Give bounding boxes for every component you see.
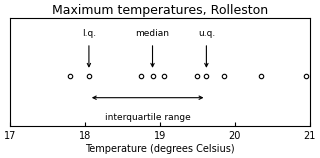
Text: l.q.: l.q.: [82, 29, 96, 38]
Title: Maximum temperatures, Rolleston: Maximum temperatures, Rolleston: [52, 4, 268, 17]
Text: u.q.: u.q.: [198, 29, 215, 38]
Text: interquartile range: interquartile range: [105, 113, 190, 122]
Text: median: median: [135, 29, 170, 38]
X-axis label: Temperature (degrees Celsius): Temperature (degrees Celsius): [85, 144, 235, 154]
